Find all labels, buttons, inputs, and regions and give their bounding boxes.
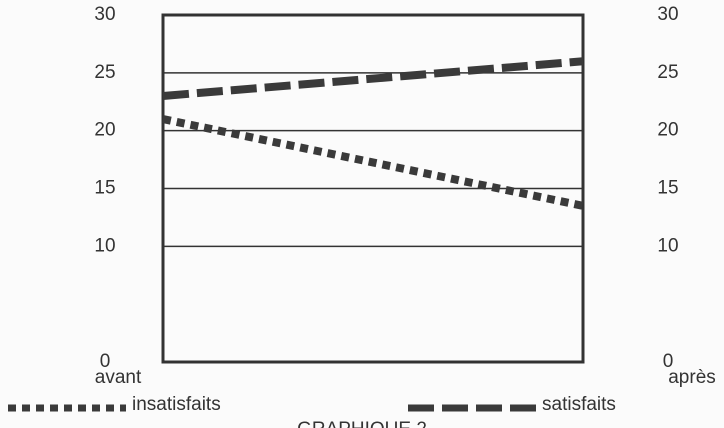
y2-tick-label: 15	[657, 178, 678, 199]
x-tick-label: avant	[95, 367, 142, 388]
y2-tick-label: 0	[663, 351, 674, 372]
legend-label: satisfaits	[542, 394, 616, 415]
y2-tick-label: 25	[657, 62, 678, 83]
series-line	[162, 57, 584, 100]
y2-tick-label: 20	[657, 120, 678, 141]
y-tick-label: 30	[94, 4, 115, 25]
y-tick-label: 15	[94, 178, 115, 199]
chart-title: GRAPHIQUE 2	[297, 419, 427, 428]
y-tick-label: 0	[100, 351, 111, 372]
legend-label: insatisfaits	[132, 394, 221, 415]
series-line	[162, 115, 584, 210]
x-tick-label: après	[668, 367, 716, 388]
y-tick-label: 10	[94, 235, 115, 256]
y-tick-label: 20	[94, 120, 115, 141]
y2-tick-label: 10	[657, 235, 678, 256]
y2-tick-label: 30	[657, 4, 678, 25]
y-tick-label: 25	[94, 62, 115, 83]
